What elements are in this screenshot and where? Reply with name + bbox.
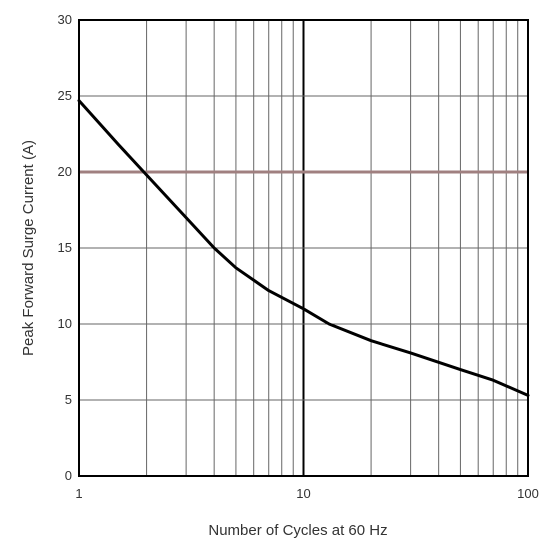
x-axis-label: Number of Cycles at 60 Hz [208,522,387,539]
x-tick-label: 100 [517,486,539,501]
y-tick-label: 0 [65,468,72,483]
x-tick-labels: 1 10 100 [75,486,538,501]
plot-frame [78,19,529,477]
y-tick-label: 30 [58,12,72,27]
y-tick-label: 20 [58,164,72,179]
x-tick-label: 10 [296,486,310,501]
grid [79,20,528,476]
x-tick-label: 1 [75,486,82,501]
y-axis-label: Peak Forward Surge Current (A) [20,140,37,356]
y-tick-label: 5 [65,392,72,407]
y-tick-label: 25 [58,88,72,103]
y-tick-labels: 0 5 10 15 20 25 30 [58,12,72,483]
curve-layer [77,99,530,397]
y-tick-label: 15 [58,240,72,255]
y-tick-label: 10 [58,316,72,331]
surge-current-curve [77,99,530,397]
